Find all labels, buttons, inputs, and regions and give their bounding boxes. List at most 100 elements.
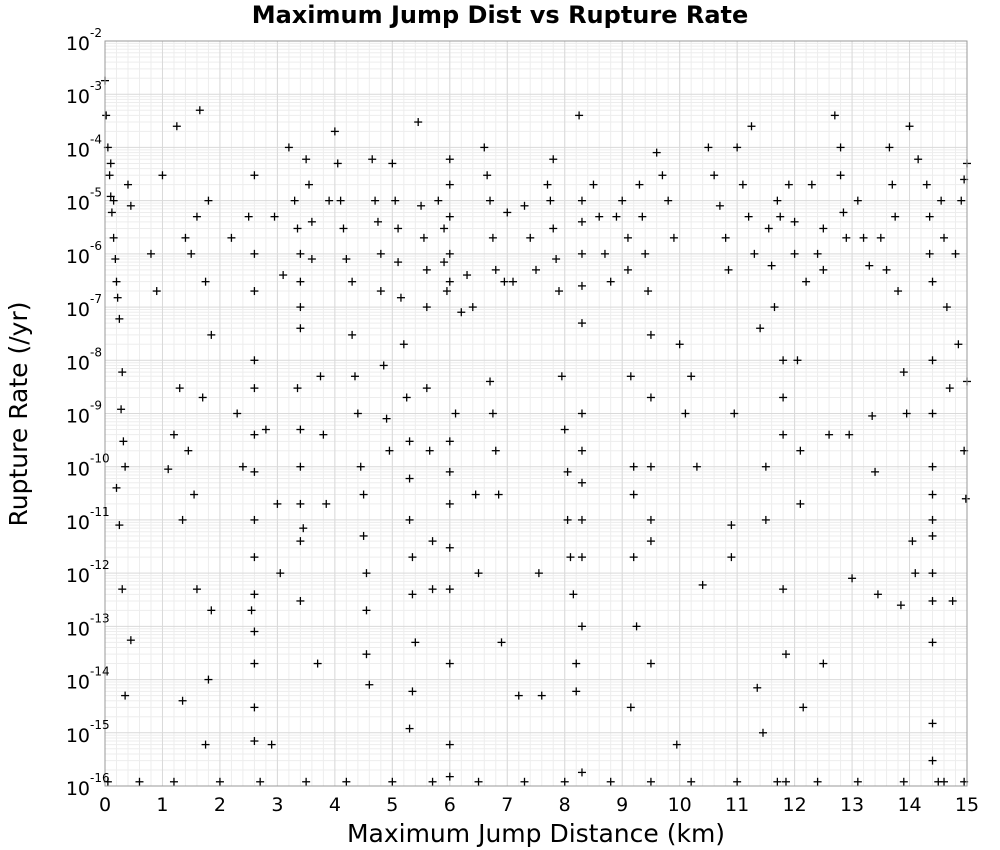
data-point [270, 212, 279, 221]
data-point [733, 777, 742, 786]
data-point [405, 515, 414, 524]
data-point [365, 680, 374, 689]
data-point [710, 171, 719, 180]
data-point [888, 180, 897, 189]
y-tick-label: 10 -12 [66, 558, 110, 587]
y-tick-base: 10 [66, 193, 90, 215]
y-tick-exponent: -3 [90, 79, 102, 93]
data-point [865, 261, 874, 270]
y-tick-base: 10 [66, 672, 90, 694]
data-point [305, 180, 314, 189]
data-point [112, 483, 121, 492]
y-tick-exponent: -8 [90, 345, 102, 359]
data-point [532, 265, 540, 274]
data-point [376, 287, 385, 296]
data-point [445, 277, 454, 286]
data-point [813, 249, 822, 258]
data-point [793, 356, 802, 365]
y-tick-exponent: -12 [90, 558, 110, 572]
y-tick-base: 10 [66, 299, 90, 321]
data-point [623, 233, 632, 242]
data-point [126, 636, 135, 645]
data-point [902, 409, 911, 418]
data-point [434, 196, 443, 205]
data-point [646, 393, 655, 402]
data-point [480, 143, 489, 152]
data-point [445, 740, 454, 749]
data-point [422, 265, 431, 274]
data-point [635, 180, 644, 189]
data-point [554, 287, 563, 296]
data-point [928, 638, 937, 647]
data-point [641, 249, 650, 258]
x-tick-labels: 0 1 2 3 4 5 6 7 8 9 10 11 12 13 14 15 [99, 794, 979, 816]
data-point [112, 277, 121, 286]
data-point [405, 724, 414, 733]
data-point [422, 303, 431, 312]
data-point [781, 650, 790, 659]
data-point [773, 777, 782, 786]
x-tick-label: 9 [616, 794, 628, 816]
data-point [445, 212, 454, 221]
data-point [359, 531, 368, 540]
x-tick-label: 1 [156, 794, 168, 816]
data-point [876, 233, 885, 242]
data-point [813, 777, 822, 786]
data-point [376, 249, 385, 258]
data-point [537, 691, 546, 700]
data-point [658, 171, 667, 180]
data-point [373, 217, 382, 226]
data-point [368, 155, 377, 164]
data-point [577, 446, 586, 455]
data-point [773, 196, 782, 205]
data-point [698, 580, 707, 589]
data-point [758, 728, 767, 737]
data-point [106, 159, 115, 168]
y-tick-base: 10 [66, 139, 90, 161]
data-point [796, 446, 805, 455]
data-point [790, 249, 799, 258]
data-point [779, 393, 788, 402]
y-tick-exponent: -2 [90, 26, 102, 40]
data-point [520, 201, 529, 210]
data-point [359, 490, 368, 499]
data-point [169, 430, 178, 439]
data-point [313, 659, 322, 668]
x-axis-label: Maximum Jump Distance (km) [347, 819, 725, 848]
data-point [184, 446, 193, 455]
data-point [618, 196, 627, 205]
data-point [419, 233, 428, 242]
y-tick-label: 10 -3 [66, 79, 102, 108]
data-point [908, 537, 917, 546]
data-point [577, 622, 586, 631]
data-point [767, 261, 776, 270]
data-point [250, 659, 259, 668]
data-point [928, 531, 937, 540]
data-point [273, 499, 282, 508]
data-point [333, 159, 342, 168]
data-points [101, 76, 971, 786]
data-point [428, 777, 437, 786]
data-point [543, 180, 552, 189]
data-point [646, 537, 655, 546]
data-point [825, 430, 834, 439]
data-point [549, 224, 558, 233]
data-point [445, 249, 454, 258]
y-tick-exponent: -16 [90, 771, 110, 785]
data-point [957, 196, 966, 205]
data-point [750, 249, 759, 258]
data-point [442, 287, 451, 296]
y-tick-exponent: -10 [90, 452, 110, 466]
data-point [761, 462, 770, 471]
data-point [779, 356, 788, 365]
data-point [819, 224, 828, 233]
data-point [606, 277, 615, 286]
x-tick-label: 5 [386, 794, 398, 816]
data-point [914, 155, 923, 164]
data-point [845, 430, 854, 439]
y-tick-base: 10 [66, 352, 90, 374]
data-point [937, 196, 946, 205]
data-point [256, 777, 265, 786]
data-point [776, 212, 785, 221]
data-point [727, 553, 736, 562]
